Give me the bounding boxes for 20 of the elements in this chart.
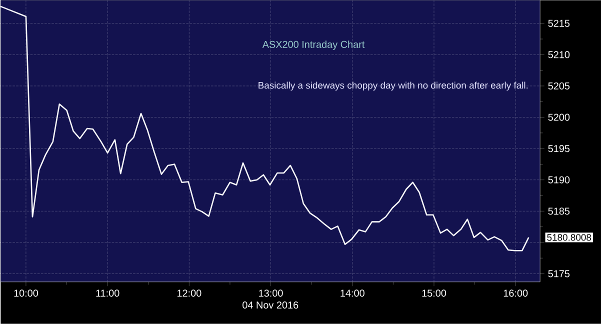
x-tick-label: 10:00 — [14, 290, 38, 297]
x-tick-label: 12:00 — [177, 290, 202, 297]
x-tick-label: 11:00 — [96, 290, 120, 297]
x-tick-label: 14:00 — [340, 290, 364, 297]
y-tick-label: 5195 — [548, 145, 570, 152]
line-series — [0, 6, 530, 252]
y-tick-label: 5215 — [548, 20, 570, 27]
annotation: Basically a sideways choppy day with no direction after early fall. — [258, 82, 528, 91]
y-tick-label: 5190 — [548, 176, 570, 184]
y-tick-label: 5185 — [548, 208, 570, 215]
y-tick-label: 5205 — [548, 82, 570, 90]
x-tick-label: 13:00 — [259, 290, 283, 297]
y-tick-label: 5175 — [548, 270, 570, 278]
x-axis-title: 04 Nov 2016 — [242, 302, 298, 309]
y-tick-label: 5200 — [548, 114, 570, 121]
text: ASX200 Intraday Chart — [262, 40, 365, 50]
y-tick-label: 5210 — [548, 51, 570, 58]
x-tick-label: 15:00 — [422, 290, 446, 297]
x-tick-label: 16:00 — [504, 290, 528, 297]
text: 5180.8008 — [547, 234, 592, 241]
